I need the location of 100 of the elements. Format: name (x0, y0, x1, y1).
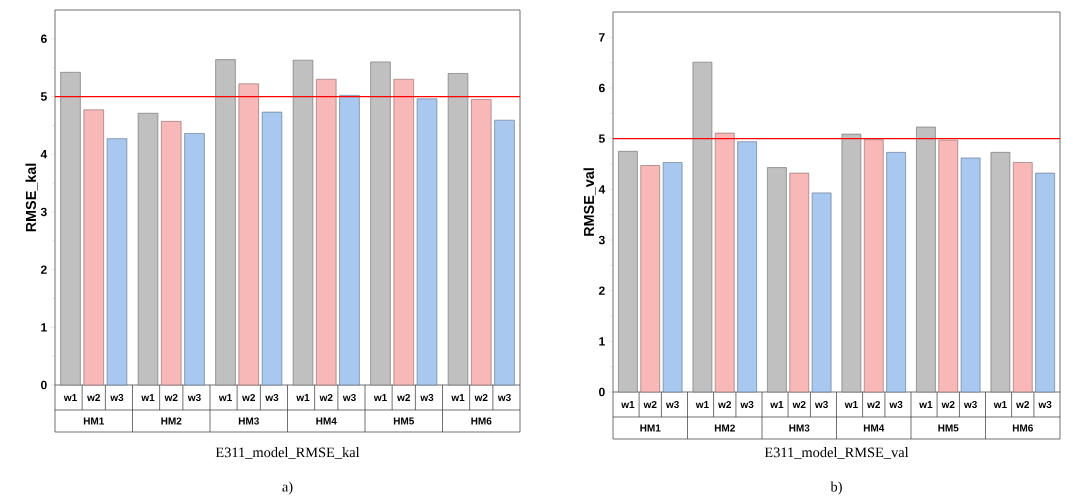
y-tick-label: 4 (40, 150, 48, 159)
series-label: w2 (643, 401, 657, 408)
text: w2 (867, 401, 881, 408)
y-axis-title: RMSE_val (583, 168, 596, 236)
bar (471, 99, 492, 386)
text: w2 (319, 394, 333, 401)
bar (662, 162, 683, 393)
text: a) (282, 481, 293, 495)
text: w3 (187, 393, 201, 402)
text: w3 (265, 393, 279, 402)
bar (215, 59, 236, 386)
bar (767, 167, 787, 393)
bar (238, 83, 259, 386)
x-tick-label: HM2 (714, 424, 735, 432)
text: w2 (718, 401, 732, 408)
text: w1 (451, 394, 465, 401)
series-label: w2 (87, 394, 101, 401)
bar (863, 139, 884, 393)
text: w1 (141, 394, 155, 401)
y-tick-label: 0 (599, 387, 605, 397)
bar (261, 111, 283, 386)
text: w1 (844, 401, 858, 408)
bar (618, 151, 638, 393)
bar (339, 95, 360, 386)
y-tick-label: 4 (598, 185, 606, 194)
text: w3 (963, 400, 977, 409)
y-tick-label: 6 (598, 83, 605, 93)
bar (938, 139, 959, 393)
bar (811, 192, 832, 393)
x-tick-label: HM5 (393, 417, 415, 425)
bar (370, 61, 391, 386)
bar (83, 109, 104, 386)
y-tick-label: 5 (598, 134, 605, 143)
y-tick-label: 3 (598, 235, 605, 245)
text: w3 (342, 393, 356, 402)
text: w2 (792, 401, 806, 408)
x-tick-label: HM4 (863, 424, 885, 432)
x-tick-label: HM3 (789, 424, 810, 432)
bar (60, 72, 81, 386)
text: w2 (941, 401, 955, 408)
text: w2 (1016, 401, 1030, 408)
y-tick-label: 2 (598, 286, 605, 295)
bar (447, 73, 469, 386)
bar (416, 98, 438, 386)
bar (161, 121, 182, 386)
text: w1 (373, 394, 387, 401)
x-tick-label: HM1 (83, 417, 105, 425)
x-tick-label: HM6 (471, 417, 492, 425)
y-axis-title: RMSE_kal (25, 163, 38, 232)
text: b) (830, 481, 842, 495)
text: w3 (814, 400, 828, 409)
bar (789, 172, 810, 393)
text: w3 (497, 393, 511, 402)
x-tick-label: HM5 (938, 424, 959, 432)
text: w3 (889, 400, 903, 409)
y-tick-label: 1 (599, 337, 605, 346)
x-tick-label: HM2 (161, 417, 182, 425)
y-tick-label: 6 (40, 34, 47, 44)
x-tick-label: HM1 (640, 424, 661, 432)
x-tick-label: HM4 (316, 417, 337, 425)
text: w1 (993, 401, 1007, 408)
text: w3 (1038, 400, 1052, 409)
bar (316, 78, 337, 386)
bar (841, 133, 862, 393)
series-label: w1 (63, 394, 77, 401)
bar (960, 157, 981, 393)
bar (1012, 162, 1033, 393)
series-label: w3 (110, 393, 124, 402)
bar (393, 78, 414, 386)
bar (916, 126, 936, 393)
bar (292, 59, 314, 386)
text: E311_model_RMSE_val (764, 447, 909, 459)
text: w2 (474, 394, 488, 401)
text: w2 (242, 394, 256, 401)
bar (737, 141, 757, 393)
text: E311_model_RMSE_kal (215, 447, 360, 459)
bar (184, 133, 205, 386)
y-tick-label: 0 (41, 380, 47, 390)
series-label: w3 (665, 400, 679, 409)
bar (886, 152, 906, 393)
x-tick-label: HM6 (1012, 424, 1033, 432)
bar (106, 138, 128, 386)
y-tick-label: 3 (40, 207, 47, 217)
text: w2 (397, 394, 411, 401)
y-tick-label: 2 (40, 265, 47, 274)
bar (714, 132, 735, 393)
x-tick-label: HM3 (238, 417, 259, 425)
bar (990, 152, 1011, 393)
bar (640, 165, 661, 393)
text: w1 (695, 401, 709, 408)
text: w1 (296, 394, 310, 401)
text: w1 (218, 394, 232, 401)
bar (494, 119, 515, 386)
y-tick-label: 7 (599, 33, 605, 42)
text: w3 (420, 393, 434, 402)
bar (1035, 172, 1055, 393)
text: w1 (919, 401, 933, 408)
bar (692, 61, 713, 393)
y-tick-label: 1 (41, 323, 47, 332)
series-label: w1 (621, 401, 635, 408)
